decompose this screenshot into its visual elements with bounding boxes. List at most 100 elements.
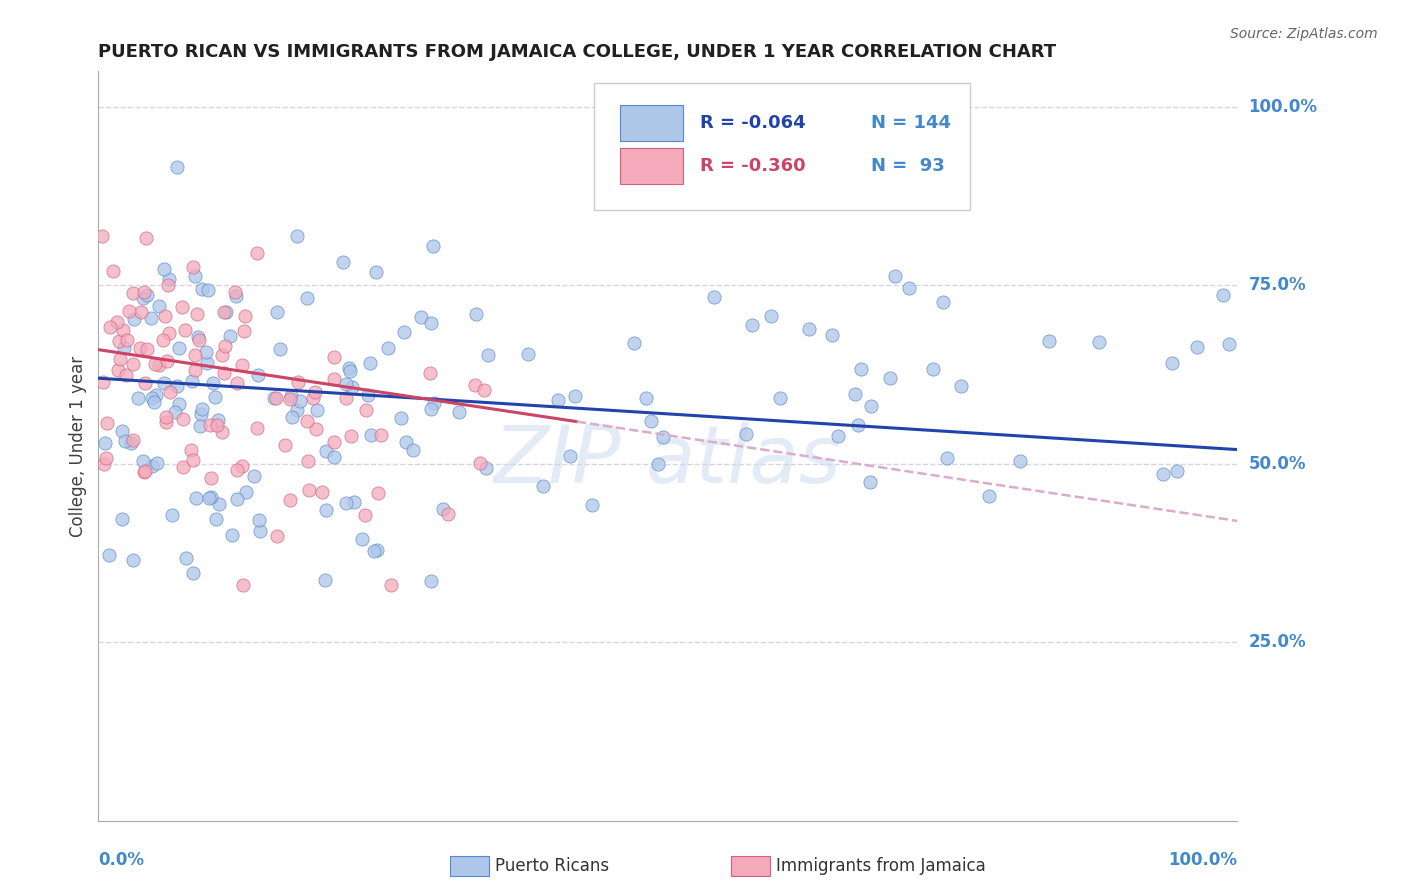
Point [143, 357, 166, 371]
Point [769, 391, 792, 405]
Point [121, 433, 143, 447]
Point [419, 317, 441, 331]
Point [437, 508, 460, 522]
Point [197, 491, 219, 505]
Point [1160, 356, 1182, 370]
Point [332, 255, 354, 269]
Point [409, 310, 432, 325]
Point [315, 503, 337, 517]
Point [420, 401, 443, 416]
Text: Source: ZipAtlas.com: Source: ZipAtlas.com [1230, 27, 1378, 41]
Point [366, 543, 388, 558]
Point [121, 553, 143, 567]
Point [323, 450, 346, 465]
Point [311, 484, 333, 499]
Point [134, 285, 156, 299]
Text: N = 144: N = 144 [870, 114, 950, 132]
Point [219, 329, 242, 343]
Point [335, 496, 357, 510]
Point [370, 428, 392, 442]
Point [134, 465, 156, 479]
Point [564, 389, 586, 403]
Point [979, 489, 1001, 503]
Text: 50.0%: 50.0% [1249, 455, 1306, 473]
Point [200, 471, 222, 485]
Point [922, 362, 945, 376]
Point [1008, 454, 1031, 468]
Bar [620, 105, 683, 141]
Point [108, 334, 131, 348]
Point [285, 229, 308, 244]
Point [741, 318, 763, 332]
Point [884, 268, 907, 283]
Point [623, 336, 645, 351]
Point [156, 278, 179, 293]
Point [112, 342, 135, 356]
Point [932, 295, 955, 310]
Point [432, 502, 454, 516]
Point [339, 364, 361, 378]
Text: N =  93: N = 93 [870, 157, 945, 175]
Point [231, 458, 253, 473]
Point [212, 305, 235, 319]
Point [120, 436, 142, 450]
Point [395, 435, 418, 450]
Point [464, 307, 486, 321]
Point [295, 291, 318, 305]
Point [340, 429, 363, 443]
Text: Immigrants from Jamaica: Immigrants from Jamaica [776, 857, 986, 875]
Point [157, 272, 180, 286]
Point [821, 328, 844, 343]
Point [1212, 288, 1234, 302]
Point [647, 457, 669, 471]
Point [148, 359, 170, 373]
Text: 100.0%: 100.0% [1249, 98, 1317, 116]
Point [153, 262, 176, 277]
Point [402, 442, 425, 457]
Point [135, 231, 157, 245]
Point [225, 289, 247, 303]
Point [652, 430, 675, 444]
Text: Puerto Ricans: Puerto Ricans [495, 857, 609, 875]
Point [1038, 334, 1060, 348]
Point [449, 405, 471, 419]
Point [134, 464, 156, 478]
Point [153, 376, 176, 390]
Point [340, 379, 363, 393]
Point [246, 421, 269, 435]
Point [94, 451, 117, 466]
Point [211, 348, 233, 362]
Point [167, 397, 190, 411]
Point [304, 385, 326, 400]
Point [159, 384, 181, 399]
Point [827, 429, 849, 443]
Point [281, 409, 304, 424]
Point [472, 383, 495, 397]
Point [221, 528, 243, 542]
Text: R = -0.360: R = -0.360 [700, 157, 806, 175]
Point [302, 391, 325, 405]
Point [112, 323, 135, 337]
Point [264, 391, 287, 405]
Point [122, 312, 145, 326]
Point [273, 438, 295, 452]
Point [183, 260, 205, 274]
Point [135, 287, 157, 301]
Point [314, 573, 336, 587]
Point [367, 485, 389, 500]
Point [422, 396, 444, 410]
Point [419, 366, 441, 380]
Point [634, 392, 657, 406]
Point [247, 513, 270, 527]
Point [280, 389, 302, 403]
Point [212, 366, 235, 380]
Point [285, 402, 308, 417]
Point [91, 375, 114, 389]
Point [90, 228, 112, 243]
Point [246, 368, 269, 382]
Point [354, 402, 377, 417]
Point [759, 310, 782, 324]
Point [98, 548, 121, 562]
Point [114, 434, 136, 449]
Point [181, 453, 204, 467]
